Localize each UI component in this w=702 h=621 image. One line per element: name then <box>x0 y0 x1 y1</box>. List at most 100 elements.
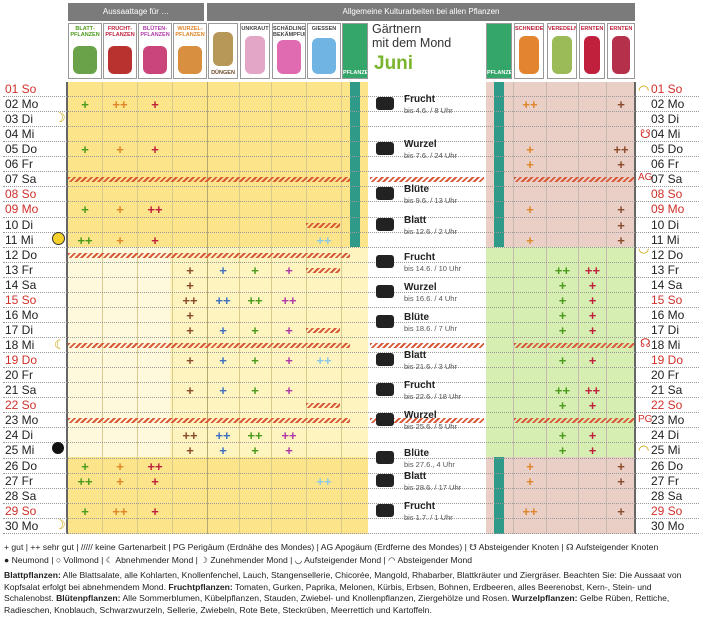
row-divider <box>3 141 699 143</box>
zodiac-symbol-icon <box>376 255 394 269</box>
row-divider <box>3 201 699 203</box>
day-label-left: 03 Di <box>5 112 34 127</box>
recommendation-mark: + <box>285 322 293 338</box>
recommendation-mark: + <box>285 383 293 399</box>
recommendation-mark: + <box>617 97 625 113</box>
recommendation-mark: + <box>558 322 567 338</box>
recommendation-mark: + <box>116 202 124 218</box>
day-label-left: 05 Do <box>5 142 38 157</box>
day-label-right: 13 Fr <box>651 262 680 277</box>
recommendation-mark: ++ <box>215 428 231 444</box>
recommendation-mark: ++ <box>215 292 231 308</box>
fertilize-icon: DÜNGEN <box>208 23 238 79</box>
row-divider <box>3 246 699 248</box>
descending-node-icon: ☋ <box>640 127 651 141</box>
recommendation-mark: ++ <box>554 383 571 399</box>
zodiac-symbol-icon <box>376 383 394 397</box>
day-label-left: 15 So <box>5 292 37 307</box>
zodiac-symbol-icon <box>376 285 394 299</box>
ascending-node-icon: ☊ <box>640 336 651 350</box>
recommendation-mark: + <box>526 232 534 248</box>
zodiac-symbol-icon <box>376 217 394 231</box>
day-label-left: 29 So <box>5 503 37 518</box>
recommendation-mark: + <box>151 473 159 489</box>
title: Gärtnern mit dem Mond <box>372 22 452 50</box>
day-label-left: 06 Fr <box>5 157 34 172</box>
day-label-right: 18 Mi <box>651 338 681 353</box>
no-gardening-hatch <box>514 418 634 424</box>
pest-control-icon: SCHÄDLINGS-BEKÄMPFUNG <box>272 23 306 79</box>
recommendation-mark: ++ <box>316 473 332 489</box>
recommendation-mark: ++ <box>316 232 332 248</box>
recommendation-mark: + <box>558 292 567 308</box>
recommendation-mark: + <box>116 232 124 248</box>
day-label-left: 07 Sa <box>5 172 37 187</box>
no-gardening-hatch <box>514 177 634 183</box>
recommendation-mark: ++ <box>247 428 263 444</box>
day-label-left: 30 Mo <box>5 518 39 533</box>
row-divider <box>3 397 699 399</box>
row-divider <box>3 412 699 414</box>
recommendation-mark: + <box>526 202 534 218</box>
legend-symbols: + gut | ++ sehr gut | ///// keine Garten… <box>4 542 659 552</box>
day-label-right: 07 Sa <box>651 172 683 187</box>
recommendation-mark: + <box>526 157 534 173</box>
row-divider <box>3 442 699 444</box>
recommendation-mark: ++ <box>522 97 538 113</box>
recommendation-mark: + <box>526 473 534 489</box>
legend-plant-groups: Blattpflanzen: Alle Blattsalate, alle Ko… <box>4 570 682 615</box>
recommendation-mark: + <box>116 142 124 158</box>
zodiac-sign-label: Frucht bis 4.6. / 8 Uhr <box>404 94 453 116</box>
recommendation-mark: + <box>81 202 89 218</box>
recommendation-mark: ++ <box>112 503 128 519</box>
day-label-left: 27 Fr <box>5 473 34 488</box>
recommendation-mark: + <box>588 353 597 369</box>
row-divider <box>3 156 699 158</box>
no-gardening-hatch <box>370 177 484 183</box>
day-label-left: 04 Mi <box>5 127 35 142</box>
row-divider <box>3 126 699 128</box>
recommendation-mark: + <box>219 353 227 369</box>
row-divider <box>3 427 699 429</box>
recommendation-mark: + <box>81 503 89 519</box>
day-label-right: 29 So <box>651 503 683 518</box>
recommendation-mark: + <box>116 473 124 489</box>
recommendation-mark: ++ <box>316 353 332 369</box>
row-divider <box>3 532 699 534</box>
recommendation-mark: + <box>285 353 293 369</box>
day-label-right: 26 Do <box>651 458 684 473</box>
recommendation-mark: ++ <box>77 232 93 248</box>
no-gardening-hatch <box>306 403 340 409</box>
day-label-left: 14 Sa <box>5 277 37 292</box>
day-label-left: 13 Fr <box>5 262 34 277</box>
day-label-left: 09 Mo <box>5 202 39 217</box>
row-divider <box>3 96 699 98</box>
zodiac-sign-label: Blüte bis 9.6. / 13 Uhr <box>404 184 457 206</box>
zodiac-sign-label: Wurzel bis 7.6. / 24 Uhr <box>404 139 457 161</box>
recommendation-mark: + <box>588 277 597 293</box>
recommendation-mark: + <box>285 262 293 278</box>
recommendation-mark: + <box>588 307 597 323</box>
day-label-right: 08 So <box>651 187 683 202</box>
day-label-right: 22 So <box>651 398 683 413</box>
recommendation-mark: + <box>186 443 194 459</box>
zodiac-sign-label: Wurzel bis 16.6. / 4 Uhr <box>404 282 457 304</box>
recommendation-mark: + <box>617 473 625 489</box>
no-gardening-hatch <box>68 252 350 258</box>
day-label-right: 16 Mo <box>651 307 685 322</box>
day-label-right: 11 Mi <box>651 232 680 247</box>
zodiac-symbol-icon <box>376 503 394 517</box>
recommendation-mark: ++ <box>182 292 198 308</box>
root-plants-icon: WURZEL-PFLANZEN <box>173 23 207 79</box>
recommendation-mark: + <box>186 353 194 369</box>
row-divider <box>3 487 699 489</box>
zodiac-sign-label: Blatt bis 21.6. / 3 Uhr <box>404 350 457 372</box>
recommendation-mark: + <box>219 383 227 399</box>
day-label-right: 23 Mo <box>651 413 685 428</box>
zodiac-symbol-icon <box>376 450 394 464</box>
day-label-right: 04 Mi <box>651 127 681 142</box>
recommendation-mark: + <box>219 443 227 459</box>
day-label-left: 24 Di <box>5 428 34 443</box>
day-label-left: 02 Mo <box>5 97 39 112</box>
recommendation-mark: ++ <box>584 262 601 278</box>
